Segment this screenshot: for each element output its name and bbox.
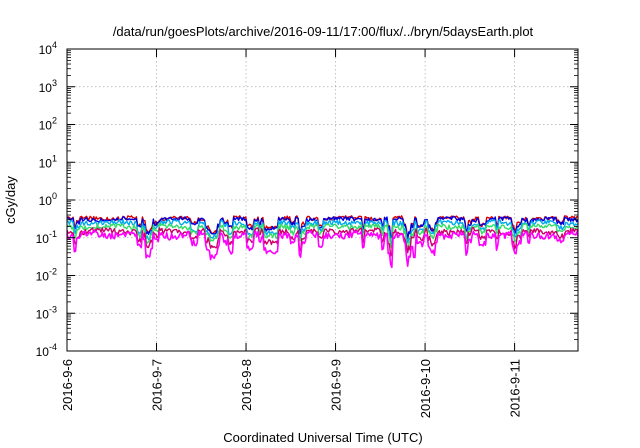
y-axis-label: cGy/day bbox=[3, 176, 18, 224]
x-tick-label: 2016-9-10 bbox=[418, 359, 433, 418]
chart-title: /data/run/goesPlots/archive/2016-09-11/1… bbox=[113, 24, 534, 39]
y-tick-label: 10-1 bbox=[36, 229, 57, 246]
y-tick-label: 101 bbox=[39, 153, 57, 170]
y-tick-label: 100 bbox=[39, 191, 57, 208]
series-line bbox=[66, 230, 579, 269]
series-line bbox=[66, 222, 579, 250]
y-tick-label: 103 bbox=[39, 78, 57, 95]
series-layer bbox=[66, 215, 579, 269]
y-tick-label: 10-3 bbox=[36, 304, 57, 321]
y-tick-label: 104 bbox=[39, 40, 57, 57]
y-tick-label: 10-4 bbox=[36, 342, 57, 359]
y-tick-labels: 104 103 102 101 100 10-1 10-2 10-3 10-4 bbox=[36, 40, 57, 359]
x-tick-label: 2016-9-11 bbox=[508, 359, 523, 417]
x-tick-label: 2016-9-6 bbox=[60, 359, 75, 411]
x-tick-label: 2016-9-9 bbox=[329, 359, 344, 411]
x-tick-label: 2016-9-8 bbox=[239, 359, 254, 411]
y-tick-label: 102 bbox=[39, 116, 57, 133]
x-tick-labels: 2016-9-6 2016-9-7 2016-9-8 2016-9-9 2016-9-1… bbox=[60, 359, 523, 418]
x-tick-label: 2016-9-7 bbox=[150, 359, 165, 411]
x-axis-label: Coordinated Universal Time (UTC) bbox=[223, 430, 422, 445]
y-tick-label: 10-2 bbox=[36, 267, 57, 284]
ticks bbox=[66, 48, 578, 352]
grid bbox=[67, 49, 578, 351]
